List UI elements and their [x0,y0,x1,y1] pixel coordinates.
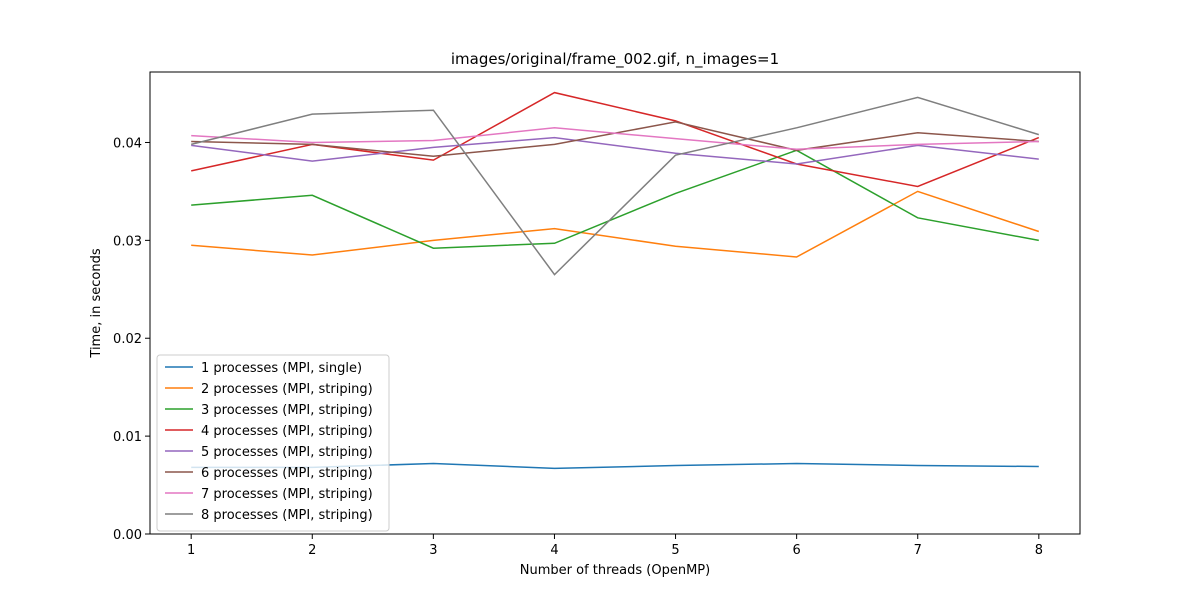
legend-entry: 3 processes (MPI, striping) [201,403,373,418]
series-line-8 [191,96,1040,276]
legend-entry: 1 processes (MPI, single) [201,361,362,376]
plot-lines [191,91,1040,470]
x-tick-label: 1 [187,543,195,558]
x-tick-label: 6 [793,543,801,558]
y-axis-label: Time, in seconds [89,248,104,358]
x-axis-ticks: 1 2 3 4 5 6 7 8 [187,534,1043,558]
legend-entry: 7 processes (MPI, striping) [201,487,373,502]
plot-frame [149,71,1081,535]
x-tick-label: 8 [1035,543,1043,558]
legend-entry: 2 processes (MPI, striping) [201,382,373,397]
x-tick-label: 5 [671,543,679,558]
series-line-6 [191,121,1039,157]
x-tick-label: 4 [550,543,558,558]
y-tick-label: 0.01 [113,430,142,445]
legend-entry: 8 processes (MPI, striping) [201,508,373,523]
x-tick-label: 3 [429,543,437,558]
legend-entry: 6 processes (MPI, striping) [201,466,373,481]
chart-title: images/original/frame_002.gif, n_images=… [451,50,779,69]
x-tick-label: 7 [914,543,922,558]
series-line-3 [191,149,1039,249]
legend-entry: 5 processes (MPI, striping) [201,445,373,460]
series-line-5 [191,136,1039,165]
series-line-7 [191,127,1039,151]
legend: 1 processes (MPI, single) 2 processes (MP… [156,354,390,532]
legend-box [156,354,390,532]
x-axis-label: Number of threads (OpenMP) [520,563,710,578]
y-tick-label: 0.00 [113,528,142,543]
x-tick-label: 2 [308,543,316,558]
series-line-2 [191,190,1040,258]
legend-entry: 4 processes (MPI, striping) [201,424,373,439]
y-tick-label: 0.02 [113,332,142,347]
y-tick-label: 0.03 [113,234,142,249]
y-tick-label: 0.04 [113,136,142,151]
y-axis-ticks: 0.00 0.01 0.02 0.03 0.04 [113,136,150,543]
series-line-4 [191,91,1040,188]
